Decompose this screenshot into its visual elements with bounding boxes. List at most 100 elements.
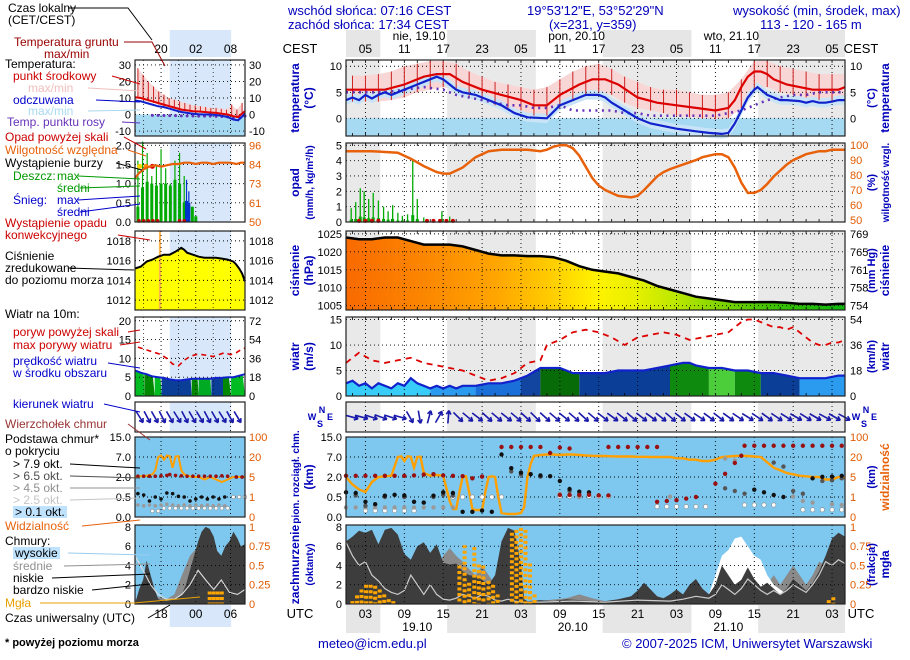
svg-text:opad: opad — [288, 168, 302, 197]
legend-snow-max: max — [57, 193, 80, 207]
svg-text:100: 100 — [249, 432, 267, 444]
svg-text:17: 17 — [748, 42, 762, 56]
svg-text:(°C): (°C) — [866, 88, 878, 108]
svg-text:03: 03 — [670, 607, 684, 621]
svg-text:wiatr: wiatr — [878, 342, 892, 371]
svg-text:0.75: 0.75 — [249, 541, 270, 553]
svg-text:2: 2 — [336, 186, 342, 198]
legend-clouds-low: niskie — [13, 571, 44, 585]
legend-temp-maxmin: max/min — [28, 81, 74, 95]
svg-text:1014: 1014 — [249, 275, 273, 287]
svg-text:11: 11 — [554, 42, 567, 56]
svg-text:20: 20 — [154, 42, 168, 56]
svg-text:50: 50 — [850, 215, 862, 227]
svg-text:3: 3 — [336, 171, 342, 183]
svg-text:0: 0 — [249, 512, 255, 524]
svg-text:96: 96 — [249, 140, 261, 152]
legend-max-gusts: max porywy wiatru — [13, 338, 113, 352]
svg-text:W: W — [852, 412, 861, 422]
legend-wind10: Wiatr na 10m: — [5, 307, 80, 321]
svg-text:1016: 1016 — [249, 256, 273, 268]
legend-clouds-high: wysokie — [13, 546, 60, 560]
legend-pressure-1: Ciśnienie — [5, 249, 55, 263]
svg-text:0: 0 — [249, 391, 255, 403]
legend-rain-mean: średni — [57, 181, 90, 195]
svg-text:36: 36 — [249, 353, 261, 365]
svg-text:18: 18 — [850, 366, 862, 378]
svg-text:1.0: 1.0 — [116, 179, 131, 191]
copyright-label: © 2007-2025 ICM, Uniwersytet Warszawski — [622, 636, 873, 651]
svg-text:2.0: 2.0 — [116, 140, 131, 152]
legend-okta-79: > 7.9 okt. — [13, 457, 63, 471]
svg-text:E: E — [327, 412, 333, 422]
svg-text:54: 54 — [850, 315, 862, 327]
svg-text:100: 100 — [850, 140, 868, 152]
svg-text:17: 17 — [437, 42, 451, 56]
svg-text:21: 21 — [475, 607, 489, 621]
svg-text:temperatura: temperatura — [288, 63, 302, 133]
svg-text:08: 08 — [224, 42, 238, 56]
svg-text:mgła: mgła — [878, 550, 892, 578]
svg-text:4: 4 — [336, 560, 342, 572]
svg-text:(km): (km) — [302, 464, 316, 489]
svg-text:8: 8 — [125, 522, 131, 534]
svg-text:0: 0 — [336, 217, 342, 229]
legend-okta-01: > 0.1 okt. — [13, 505, 67, 519]
svg-text:CEST: CEST — [283, 41, 318, 56]
svg-text:769: 769 — [850, 229, 868, 241]
svg-text:CEST: CEST — [844, 41, 879, 56]
svg-text:(hPa): (hPa) — [302, 255, 316, 285]
svg-text:10: 10 — [119, 93, 131, 105]
legend-cloud-top: Wierzchołek chmur — [5, 417, 108, 431]
svg-text:05: 05 — [825, 42, 839, 56]
svg-text:7.0: 7.0 — [116, 452, 131, 464]
svg-text:wiatr: wiatr — [288, 342, 302, 371]
altitude-values: 113 - 120 - 165 m — [760, 17, 862, 32]
svg-text:zachmurzenie: zachmurzenie — [288, 524, 302, 604]
legend-cloud-base-2: o pokryciu — [5, 444, 60, 458]
contact-email-link[interactable]: meteo@icm.edu.pl — [318, 636, 427, 651]
legend-precip-above-scale: Opad powyżej skali — [5, 130, 109, 144]
svg-text:(frakcja): (frakcja) — [866, 543, 878, 586]
svg-text:60: 60 — [850, 200, 862, 212]
svg-text:09: 09 — [709, 607, 723, 621]
svg-text:E: E — [871, 412, 877, 422]
svg-text:03: 03 — [514, 607, 528, 621]
legend-visibility: Widzialność — [5, 519, 70, 533]
svg-text:10: 10 — [119, 353, 131, 365]
svg-text:0: 0 — [336, 391, 342, 403]
svg-text:5: 5 — [336, 140, 342, 152]
svg-text:-10: -10 — [249, 126, 265, 138]
legend-wind-speed-1: prędkość wiatru — [13, 354, 98, 368]
coordinates-label: 19°53'12"E, 53°52'29"N — [527, 3, 664, 18]
legend-okta-45: > 4.5 okt. — [13, 481, 63, 495]
time-axis-header: CEST CEST 05 11 17 23 05 11 17 23 05 11 17 23 05 nie, 1… — [154, 29, 878, 57]
panel-pressure: 1005 754 1010 758 1015 761 1020 765 1025 769 1012 1… — [107, 229, 869, 313]
grid-xy-label: (x=231, y=359) — [549, 17, 637, 32]
svg-text:0.25: 0.25 — [850, 580, 871, 592]
svg-text:4: 4 — [125, 560, 131, 572]
legend-utc-time: Czas uniwersalny (UTC) — [5, 611, 136, 625]
svg-text:0.5: 0.5 — [850, 560, 865, 572]
svg-text:2: 2 — [336, 580, 342, 592]
legend-snow: Śnieg: — [13, 193, 48, 207]
svg-text:10: 10 — [850, 61, 862, 73]
svg-text:1020: 1020 — [318, 247, 342, 259]
sunset-label: zachód słońca: 17:34 CEST — [288, 17, 450, 32]
svg-text:15.0: 15.0 — [110, 432, 131, 444]
svg-text:4: 4 — [336, 156, 342, 168]
svg-text:(mm Hg): (mm Hg) — [866, 248, 878, 293]
svg-text:15: 15 — [748, 607, 762, 621]
svg-text:36: 36 — [850, 340, 862, 352]
svg-text:06: 06 — [224, 607, 238, 621]
svg-text:20: 20 — [119, 316, 131, 328]
svg-text:1012: 1012 — [107, 295, 131, 307]
svg-text:23: 23 — [475, 42, 489, 56]
svg-text:0.0: 0.0 — [116, 217, 131, 229]
svg-text:1: 1 — [850, 522, 856, 534]
svg-text:15: 15 — [437, 607, 451, 621]
svg-text:1015: 1015 — [318, 265, 342, 277]
